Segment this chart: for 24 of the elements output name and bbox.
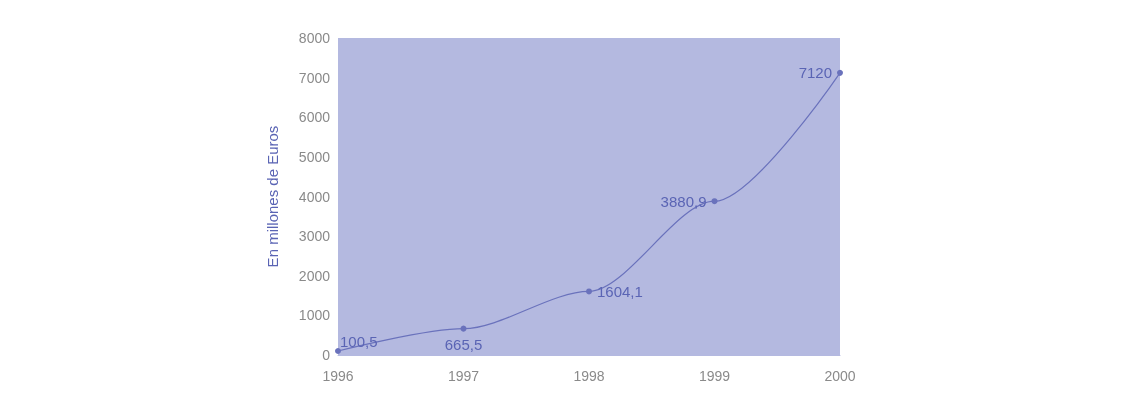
x-tick-label: 1997 [447, 368, 480, 384]
y-tick-label: 7000 [298, 69, 331, 86]
point [711, 198, 718, 205]
data-label: 665,5 [444, 335, 483, 353]
x-tick-label: 1999 [698, 368, 731, 384]
data-label: 3880,9 [660, 192, 707, 210]
data-label: 1604,1 [597, 282, 643, 300]
y-tick-label: 8000 [298, 30, 331, 46]
x-tick-label: 1998 [573, 368, 605, 384]
y-tick-label: 2000 [298, 267, 331, 284]
point [837, 69, 843, 76]
y-tick-label: 6000 [298, 109, 331, 126]
point [335, 348, 341, 355]
x-tick-label: 2000 [824, 368, 856, 384]
y-axis-title: En millones de Euros [264, 125, 281, 268]
y-tick-label: 0 [322, 347, 331, 363]
y-tick-label: 5000 [298, 148, 331, 165]
y-tick-label: 3000 [298, 228, 331, 245]
y-tick-label: 1000 [298, 307, 331, 324]
data-label: 7120 [798, 64, 832, 82]
point [586, 288, 592, 295]
y-tick-label: 4000 [298, 188, 331, 205]
data-label: 100,5 [340, 333, 378, 351]
x-tick-label: 1996 [322, 368, 354, 384]
